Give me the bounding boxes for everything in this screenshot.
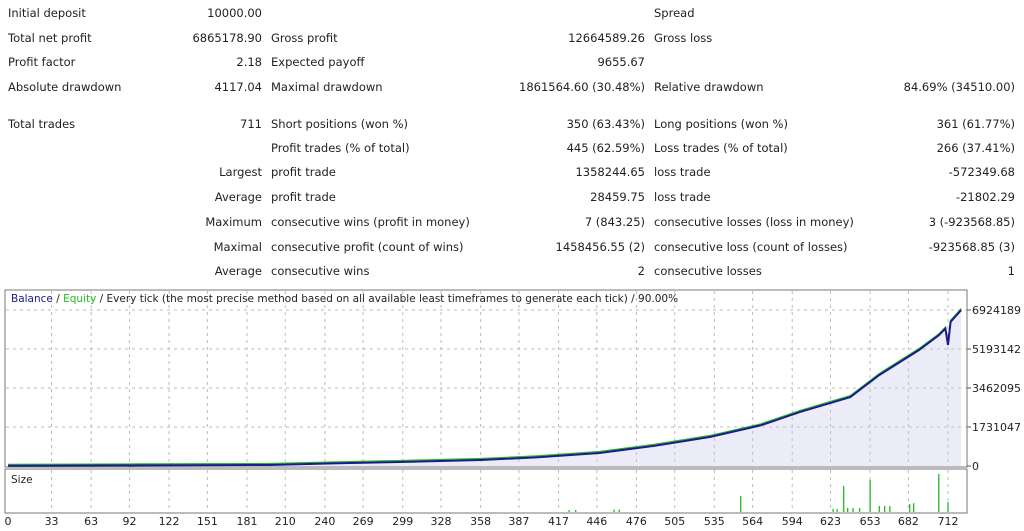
report-v3-6: -572349.68 bbox=[948, 165, 1015, 179]
chart-legend: Balance / Equity / Every tick (the most … bbox=[11, 293, 678, 305]
report-v2-7: 28459.75 bbox=[590, 190, 645, 204]
report-l3-4: Long positions (won %) bbox=[654, 117, 788, 131]
report-l3-10: consecutive losses bbox=[654, 264, 762, 278]
report-v1-0: 10000.00 bbox=[207, 6, 262, 20]
report-v1-3: 4117.04 bbox=[214, 80, 262, 94]
report-l1-2: Profit factor bbox=[8, 55, 76, 69]
x-tick-label: 446 bbox=[586, 515, 607, 528]
report-l3-8: consecutive losses (loss in money) bbox=[654, 215, 854, 229]
x-tick-label: 564 bbox=[742, 515, 763, 528]
report-l3-0: Spread bbox=[654, 6, 695, 20]
x-tick-label: 151 bbox=[197, 515, 218, 528]
report-v1-2: 2.18 bbox=[236, 55, 262, 69]
x-tick-label: 712 bbox=[938, 515, 959, 528]
report-v2-2: 9655.67 bbox=[597, 55, 645, 69]
x-tick-label: 299 bbox=[392, 515, 413, 528]
x-tick-label: 505 bbox=[664, 515, 685, 528]
report-l1-0: Initial deposit bbox=[8, 6, 86, 20]
report-l2-9: consecutive profit (count of wins) bbox=[271, 240, 464, 254]
x-tick-label: 535 bbox=[704, 515, 725, 528]
report-l2-3: Maximal drawdown bbox=[271, 80, 383, 94]
x-tick-label: 0 bbox=[5, 515, 12, 528]
report-v1-8: Maximum bbox=[205, 215, 262, 229]
report-v2-6: 1358244.65 bbox=[575, 165, 645, 179]
report-l2-4: Short positions (won %) bbox=[271, 117, 409, 131]
report-l3-1: Gross loss bbox=[654, 31, 713, 45]
legend-sep1: / bbox=[53, 293, 63, 305]
x-tick-label: 63 bbox=[84, 515, 98, 528]
equity-line bbox=[7, 308, 962, 465]
y-tick-label: 5193142 bbox=[972, 343, 1021, 356]
report-v1-6: Largest bbox=[219, 165, 262, 179]
report-l2-8: consecutive wins (profit in money) bbox=[271, 215, 470, 229]
y-tick-label: 1731047 bbox=[972, 421, 1021, 434]
legend-equity: Equity bbox=[63, 293, 96, 305]
size-panel bbox=[4, 468, 968, 514]
report-v3-7: -21802.29 bbox=[955, 190, 1015, 204]
y-tick-label: 6924189 bbox=[972, 304, 1021, 317]
x-tick-label: 594 bbox=[782, 515, 803, 528]
report-l1-3: Absolute drawdown bbox=[8, 80, 122, 94]
report-l2-5: Profit trades (% of total) bbox=[271, 141, 410, 155]
report-v1-1: 6865178.90 bbox=[192, 31, 262, 45]
report-l2-2: Expected payoff bbox=[271, 55, 365, 69]
report-v3-10: 1 bbox=[1007, 264, 1015, 278]
report-v1-7: Average bbox=[214, 190, 262, 204]
report-v3-3: 84.69% (34510.00) bbox=[903, 80, 1015, 94]
x-tick-label: 476 bbox=[626, 515, 647, 528]
report-v3-5: 266 (37.41%) bbox=[936, 141, 1015, 155]
report-l2-7: profit trade bbox=[271, 190, 336, 204]
report-v1-9: Maximal bbox=[213, 240, 262, 254]
x-tick-label: 210 bbox=[275, 515, 296, 528]
report-v1-10: Average bbox=[214, 264, 262, 278]
report-l2-10: consecutive wins bbox=[271, 264, 370, 278]
x-tick-label: 387 bbox=[508, 515, 529, 528]
report-v2-10: 2 bbox=[637, 264, 645, 278]
report-v2-9: 1458456.55 (2) bbox=[555, 240, 645, 254]
y-tick-label: 3462095 bbox=[972, 382, 1021, 395]
x-tick-label: 417 bbox=[548, 515, 569, 528]
x-tick-label: 328 bbox=[431, 515, 452, 528]
report-v2-5: 445 (62.59%) bbox=[566, 141, 645, 155]
legend-balance: Balance bbox=[11, 293, 53, 305]
report-v3-4: 361 (61.77%) bbox=[936, 117, 1015, 131]
x-tick-label: 33 bbox=[45, 515, 59, 528]
x-tick-label: 92 bbox=[122, 515, 136, 528]
x-tick-label: 358 bbox=[470, 515, 491, 528]
report-l3-6: loss trade bbox=[654, 165, 711, 179]
x-tick-label: 682 bbox=[898, 515, 919, 528]
report-l3-9: consecutive loss (count of losses) bbox=[654, 240, 848, 254]
report-v3-9: -923568.85 (3) bbox=[928, 240, 1015, 254]
report-v2-4: 350 (63.43%) bbox=[566, 117, 645, 131]
report-v1-4: 711 bbox=[240, 117, 262, 131]
x-tick-label: 181 bbox=[236, 515, 257, 528]
main-panel bbox=[4, 289, 968, 468]
report-v2-8: 7 (843.25) bbox=[584, 215, 645, 229]
size-label: Size bbox=[11, 474, 33, 486]
report-v2-3: 1861564.60 (30.48%) bbox=[519, 80, 645, 94]
balance-area bbox=[8, 310, 962, 466]
report-l3-5: Loss trades (% of total) bbox=[654, 141, 788, 155]
y-tick-label: 0 bbox=[972, 460, 979, 473]
x-tick-label: 623 bbox=[820, 515, 841, 528]
report-l2-6: profit trade bbox=[271, 165, 336, 179]
report-l1-4: Total trades bbox=[8, 117, 76, 131]
x-tick-label: 653 bbox=[860, 515, 881, 528]
legend-rest: / Every tick (the most precise method ba… bbox=[96, 293, 678, 305]
report-v3-8: 3 (-923568.85) bbox=[928, 215, 1015, 229]
balance-line bbox=[7, 309, 962, 467]
x-tick-label: 122 bbox=[159, 515, 180, 528]
report-l1-1: Total net profit bbox=[8, 31, 92, 45]
report-l3-7: loss trade bbox=[654, 190, 711, 204]
x-tick-label: 269 bbox=[353, 515, 374, 528]
report-v2-1: 12664589.26 bbox=[568, 31, 645, 45]
report-l3-3: Relative drawdown bbox=[654, 80, 764, 94]
x-tick-label: 240 bbox=[314, 515, 335, 528]
report-l2-1: Gross profit bbox=[271, 31, 338, 45]
